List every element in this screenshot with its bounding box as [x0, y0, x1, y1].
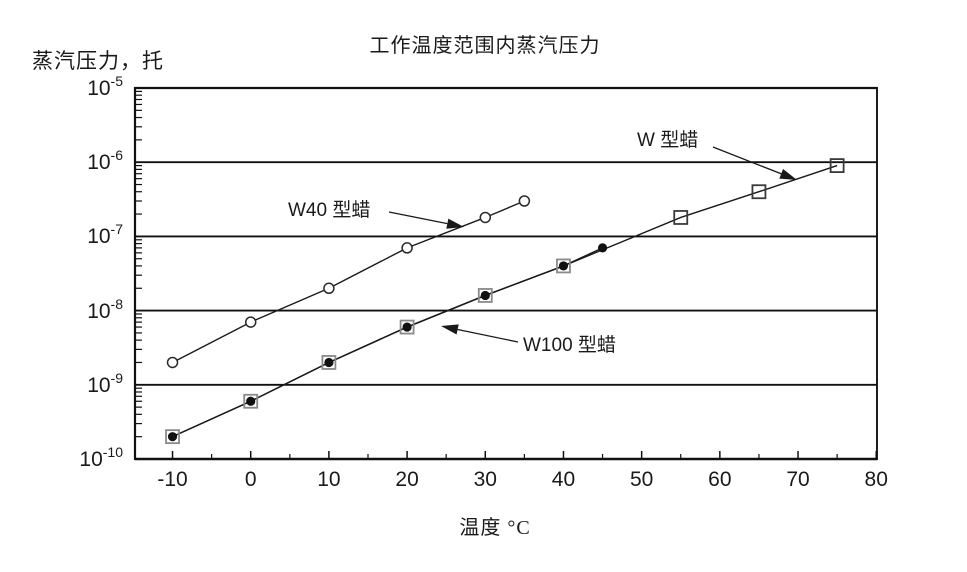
square-marker: [321, 355, 337, 370]
square-marker: [399, 319, 415, 335]
square-marker: [556, 258, 571, 274]
open-circle-marker: [401, 242, 413, 254]
gridlines-and-axes: [133, 86, 878, 461]
square-marker: [243, 393, 259, 409]
arrow-shaft: [457, 328, 519, 343]
y-tick-label: 10-7: [87, 221, 123, 249]
x-tick-label: 50: [629, 468, 654, 491]
x-tick-label: 40: [551, 468, 576, 491]
x-tick-label: 80: [864, 468, 888, 491]
x-tick-label: -10: [157, 468, 188, 491]
square-marker: [751, 184, 767, 200]
y-tick-label: 10-10: [79, 444, 123, 472]
square-marker: [165, 429, 180, 445]
x-tick-label: 10: [317, 468, 341, 491]
chart-title: 工作温度范围内蒸汽压力: [369, 35, 601, 57]
y-tick-label: 10-6: [87, 147, 123, 175]
square-marker: [673, 210, 689, 225]
open-circle-marker: [518, 195, 531, 207]
arrow-shaft: [388, 211, 448, 225]
axis-tick-marks: [135, 90, 877, 459]
series-line: [172, 164, 838, 438]
x-tick-label: 70: [786, 468, 810, 491]
x-tick-label: 30: [473, 468, 497, 491]
data-series-lines: [172, 164, 838, 438]
x-tick-label: 20: [395, 468, 419, 491]
filled-circle-marker: [402, 322, 412, 332]
open-circle-marker: [244, 316, 257, 328]
series-label-w-wax: W 型蜡: [637, 130, 699, 151]
annotation-arrows: [388, 146, 797, 343]
series-label-w100-wax: W100 型蜡: [523, 335, 616, 356]
open-circle-marker: [479, 211, 492, 224]
square-marker: [829, 158, 845, 173]
series-label-w40-wax: W40 型蜡: [288, 200, 371, 221]
x-tick-label: 60: [708, 468, 732, 491]
arrow-head: [779, 168, 797, 180]
filled-circle-marker: [597, 243, 608, 253]
y-tick-label: 10-8: [87, 295, 123, 323]
arrow-head: [446, 218, 464, 229]
square-marker: [477, 288, 493, 303]
arrow-head: [441, 324, 459, 335]
filled-circle-marker: [558, 261, 569, 271]
y-axis-title: 蒸汽压力，托: [32, 49, 164, 73]
filled-circle-marker: [246, 396, 256, 406]
x-tick-label: 0: [244, 468, 257, 491]
filled-circle-marker: [167, 432, 178, 442]
series-line: [172, 200, 525, 364]
filled-circle-marker: [480, 290, 490, 301]
x-axis-title: 温度 °C: [459, 517, 531, 539]
open-circle-marker: [323, 282, 335, 295]
data-point-markers: [165, 158, 845, 445]
y-tick-label: 10-9: [87, 369, 123, 397]
y-tick-label: 10-5: [87, 73, 123, 101]
open-circle-marker: [166, 356, 179, 369]
filled-circle-marker: [324, 357, 334, 368]
arrow-shaft: [712, 146, 782, 175]
